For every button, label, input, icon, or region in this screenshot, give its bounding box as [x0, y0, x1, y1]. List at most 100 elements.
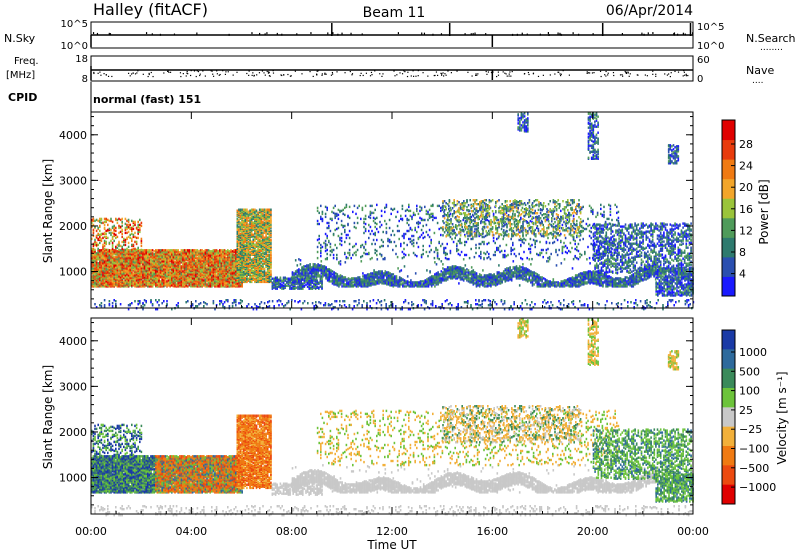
nave-point [186, 75, 187, 76]
range-cell [142, 249, 144, 251]
noise-point [398, 32, 399, 34]
nave-point [200, 74, 201, 75]
range-cell [166, 249, 168, 251]
nave-point [442, 72, 443, 73]
nave-point [434, 75, 435, 76]
noise-tick-left-top: 10^5 [61, 19, 88, 30]
nave-point [262, 70, 263, 71]
range-cell [152, 252, 154, 254]
nave-point [379, 73, 380, 74]
nave-point [374, 70, 375, 71]
range-cell [158, 249, 160, 251]
nave-point [103, 73, 104, 74]
nave-point [647, 75, 648, 76]
nave-point [332, 72, 333, 73]
noise-point [281, 34, 282, 36]
nave-point [655, 74, 656, 75]
nave-point [441, 75, 442, 76]
nave-point [538, 76, 539, 77]
range-cell [115, 256, 117, 258]
noise-point [277, 33, 278, 35]
nave-point [510, 76, 511, 77]
noise-point [146, 32, 147, 34]
nave-point [187, 73, 188, 74]
nave-point [592, 72, 593, 73]
noise-point [677, 34, 678, 36]
nave-point [106, 74, 107, 75]
range-cell [129, 249, 131, 251]
noise-point [296, 33, 297, 35]
nave-point [559, 73, 560, 74]
nave-point [560, 75, 561, 76]
nave-point [588, 72, 589, 73]
nave-dots-label: .... [752, 76, 763, 86]
nave-point [687, 75, 688, 76]
noise-point [251, 32, 252, 34]
nave-tick-bottom: 0 [697, 74, 703, 85]
nave-point [600, 71, 601, 72]
nave-point [233, 75, 234, 76]
nave-point [361, 73, 362, 74]
nave-point [402, 73, 403, 74]
range-cell [102, 265, 104, 267]
nave-point [190, 75, 191, 76]
nave-point [336, 71, 337, 72]
noise-point [474, 33, 475, 35]
noise-tick-right-top: 10^5 [697, 22, 724, 33]
nave-point [283, 74, 284, 75]
noise-point [540, 34, 541, 36]
nave-point [655, 76, 656, 77]
nave-point [664, 73, 665, 74]
nave-point [170, 72, 171, 73]
range-cell [147, 249, 149, 251]
range-cell [152, 249, 154, 251]
nave-point [202, 70, 203, 71]
range-cell [153, 253, 155, 255]
noise-point [337, 34, 338, 36]
noise-point [485, 33, 486, 35]
nave-point [613, 75, 614, 76]
nave-point [667, 74, 668, 75]
nave-point [512, 71, 513, 72]
nave-point [228, 71, 229, 72]
nave-point [630, 73, 631, 74]
nave-point [589, 72, 590, 73]
nave-point [613, 72, 614, 73]
nave-point [267, 71, 268, 72]
nave-point [509, 71, 510, 72]
noise-point [557, 32, 558, 34]
noise-point [683, 33, 684, 35]
nave-point [352, 73, 353, 74]
nave-point [205, 75, 206, 76]
nave-point [686, 74, 687, 75]
noise-point [548, 34, 549, 36]
nave-point [316, 74, 317, 75]
nave-point [456, 71, 457, 72]
nave-point [130, 75, 131, 76]
nave-point [135, 73, 136, 74]
range-cell [101, 249, 103, 251]
range-cell [109, 249, 111, 251]
nave-point [507, 76, 508, 77]
nave-point [620, 74, 621, 75]
nave-point [427, 76, 428, 77]
nave-point [143, 74, 144, 75]
range-cell [142, 280, 144, 282]
freq-tick-top: 18 [75, 54, 88, 65]
nave-point [326, 74, 327, 75]
noise-point [648, 32, 649, 34]
nave-point [683, 70, 684, 71]
range-cell [93, 264, 95, 266]
noise-point [692, 32, 693, 34]
nave-point [151, 72, 152, 73]
nave-point [291, 75, 292, 76]
range-cell [169, 249, 171, 251]
nave-point [211, 71, 212, 72]
nave-point [509, 74, 510, 75]
nave-point [684, 72, 685, 73]
noise-point [93, 32, 94, 34]
chart-canvas: Halley (fitACF) Beam 11 06/Apr/2014 N.Sk… [0, 0, 800, 554]
nave-point [197, 70, 198, 71]
nave-point [444, 73, 445, 74]
range-cell [125, 265, 127, 267]
